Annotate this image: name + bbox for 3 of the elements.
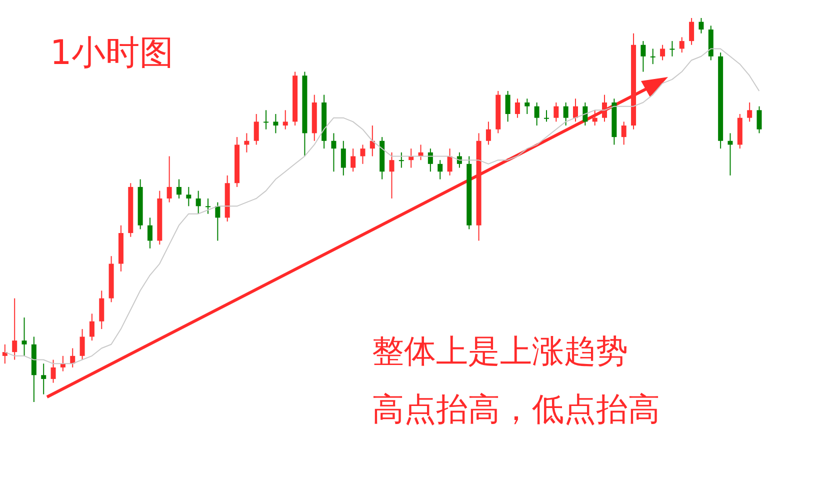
annotation: 高点抬高，低点抬高 xyxy=(372,389,660,430)
text: 1小时图 xyxy=(50,32,174,75)
annotation: 整体上是上涨趋势 xyxy=(372,331,629,372)
